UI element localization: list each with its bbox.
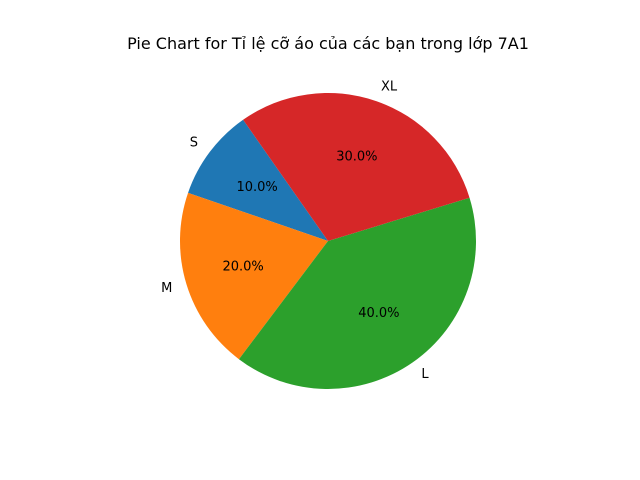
category-label-m: M [161,281,172,296]
pie-slices [179,93,476,390]
category-label-s: S [190,136,198,151]
chart-title: Pie Chart for Tỉ lệ cỡ áo của các bạn tr… [127,34,529,53]
pie-slice-xl [243,93,470,242]
percent-label-l: 40.0% [358,306,399,321]
pie-slice-s [188,119,328,241]
pie-slice-m [179,192,328,360]
category-label-l: L [421,367,429,382]
percent-label-m: 20.0% [222,260,263,275]
percent-label-xl: 30.0% [336,150,377,165]
category-label-xl: XL [381,80,398,95]
pie-labels: S 10.0% M 20.0% L 40.0% XL 30.0% [161,80,429,382]
pie-slice-l [238,197,476,390]
percent-label-s: 10.0% [236,180,277,195]
